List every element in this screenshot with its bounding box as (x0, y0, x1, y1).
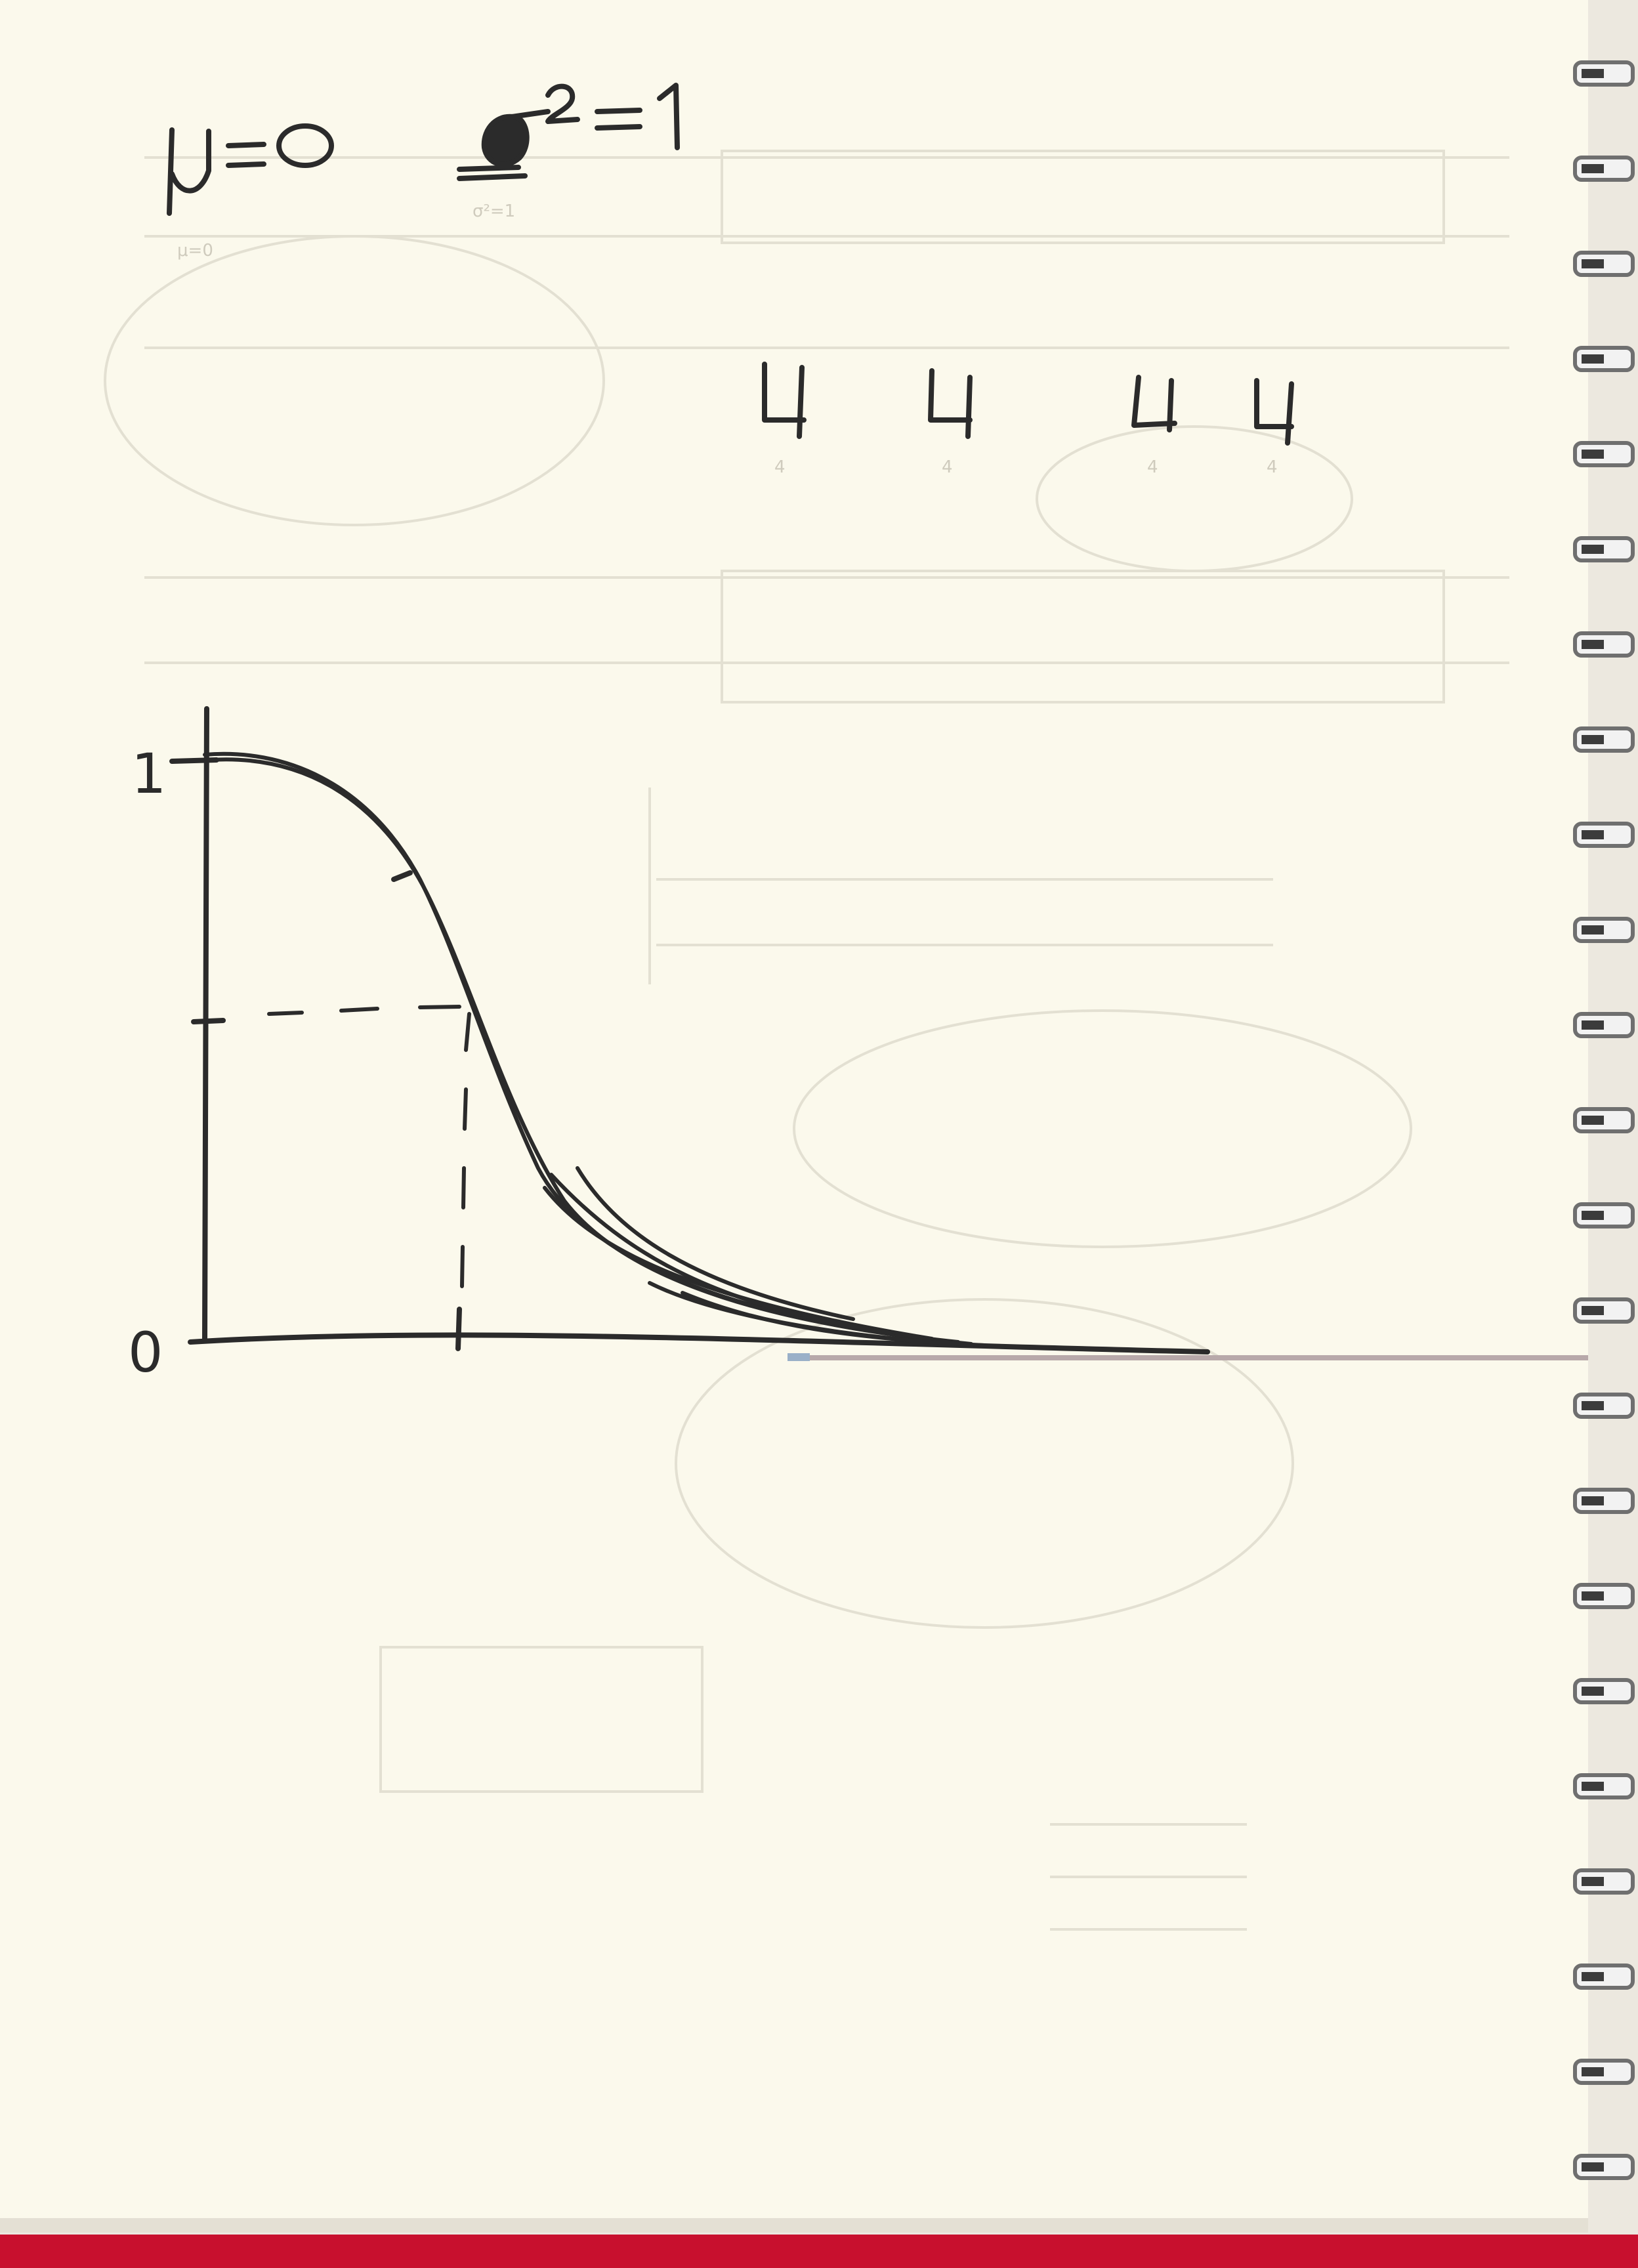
sigma-label-text: σ²=1 (472, 201, 515, 221)
spiral-hole (1582, 1782, 1604, 1791)
spiral-hole (1582, 1116, 1604, 1125)
four-label-2: 4 (942, 457, 953, 477)
spiral-hole (1582, 164, 1604, 173)
x-axis (188, 1332, 1210, 1354)
spiral-hole (1582, 259, 1604, 268)
spiral-hole (1582, 1020, 1604, 1030)
y-tick-half (191, 1018, 226, 1024)
spiral-binding (1573, 60, 1635, 2180)
spiral-hole (1582, 1877, 1604, 1886)
spiral-hole (1582, 1972, 1604, 1981)
spiral-hole (1582, 1687, 1604, 1696)
spiral-hole (1582, 545, 1604, 554)
spiral-hole (1582, 640, 1604, 649)
sigma-squared-equals-one-handwriting (457, 83, 680, 181)
show-through-sketch (104, 150, 1509, 1931)
mu-label-text: μ=0 (177, 241, 213, 261)
spiral-hole (1582, 925, 1604, 934)
spiral-hole (1582, 354, 1604, 364)
four-label-3: 4 (1147, 457, 1158, 477)
x-tick-mid (455, 1307, 462, 1351)
spiral-hole (1582, 1211, 1604, 1220)
spiral-hole (1582, 1306, 1604, 1315)
red-cover-edge (0, 2235, 1638, 2268)
spiral-hole (1582, 69, 1604, 78)
guide-lines (267, 1005, 471, 1288)
spiral-hole (1582, 450, 1604, 459)
page-edge (0, 2218, 1588, 2233)
y-axis-label-one: 1 (131, 742, 166, 806)
spiral-hole (1582, 1401, 1604, 1410)
curve-tick (391, 870, 413, 882)
scanner-artifact-line (794, 1355, 1588, 1360)
handwritten-fours (762, 362, 1294, 446)
scanner-artifact-dot (788, 1353, 810, 1361)
spiral-hole (1582, 830, 1604, 839)
four-label-4: 4 (1267, 457, 1278, 477)
four-label-1: 4 (774, 457, 786, 477)
spiral-hole (1582, 1496, 1604, 1505)
distribution-curve (203, 751, 986, 1347)
mu-equals-zero-handwriting (167, 123, 334, 216)
origin-label: 0 (128, 1320, 163, 1385)
spiral-hole (1582, 735, 1604, 744)
spiral-hole (1582, 1591, 1604, 1601)
spiral-hole (1582, 2067, 1604, 2076)
spiral-hole (1582, 2162, 1604, 2172)
paper (0, 0, 1588, 2218)
